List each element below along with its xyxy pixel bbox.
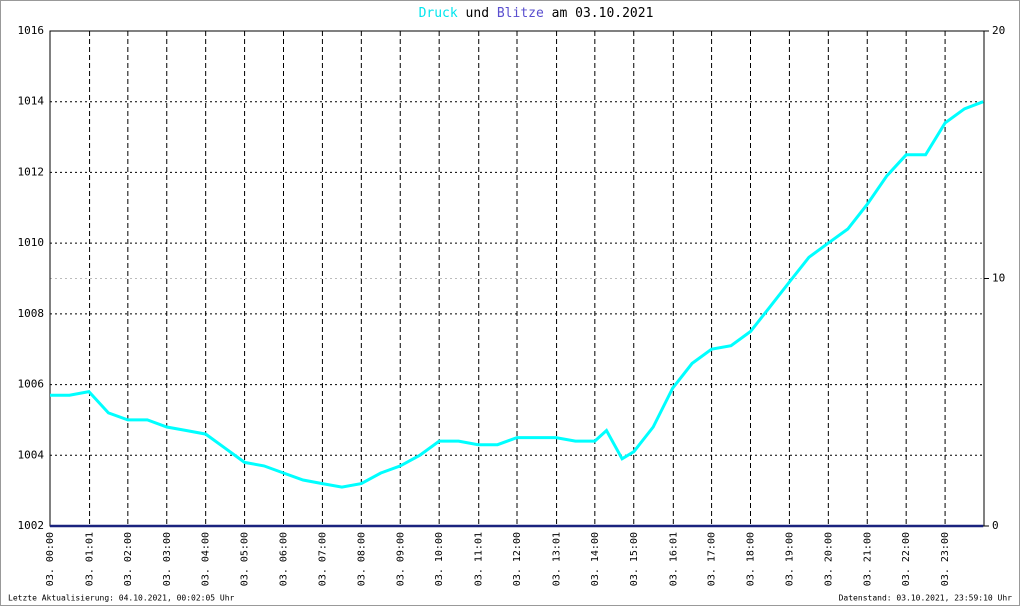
series-line (50, 100, 984, 489)
x-tick-label: 03. 17:00 (707, 532, 718, 586)
title-blitze: Blitze (497, 6, 544, 21)
footer-left: Letzte Aktualisierung: 04.10.2021, 00:02… (8, 594, 235, 603)
x-tick-label: 03. 07:00 (317, 532, 328, 586)
y-tick-label: 1014 (18, 95, 45, 108)
x-tick-label: 03. 12:00 (512, 532, 523, 586)
x-tick-label: 03. 18:00 (746, 532, 757, 586)
x-tick-label: 03. 21:00 (862, 532, 873, 586)
chart-title: Druck und Blitze am 03.10.2021 (419, 6, 654, 21)
x-tick-label: 03. 04:00 (201, 532, 212, 586)
y-tick-label: 1016 (18, 24, 45, 37)
x-tick-label: 03. 02:00 (123, 532, 134, 586)
x-tick-label: 03. 13:01 (552, 532, 563, 586)
y2-tick-label: 10 (992, 272, 1005, 285)
x-tick-label: 03. 20:00 (823, 532, 834, 586)
title-suffix: am 03.10.2021 (552, 6, 654, 21)
x-tick-label: 03. 01:01 (85, 532, 96, 586)
x-tick-label: 03. 14:00 (590, 532, 601, 586)
x-tick-label: 03. 15:00 (629, 532, 640, 586)
x-tick-label: 03. 00:00 (45, 532, 56, 586)
y2-tick-label: 0 (992, 519, 999, 532)
y-tick-label: 1004 (18, 448, 45, 461)
y2-tick-label: 20 (992, 24, 1005, 37)
x-tick-label: 03. 03:00 (162, 532, 173, 586)
x-tick-label: 03. 10:00 (434, 532, 445, 586)
y-tick-label: 1008 (18, 307, 45, 320)
x-tick-label: 03. 19:00 (784, 532, 795, 586)
x-tick-label: 03. 08:00 (356, 532, 367, 586)
y-tick-label: 1010 (18, 236, 45, 249)
y-tick-label: 1002 (18, 519, 45, 532)
y-tick-label: 1012 (18, 165, 45, 178)
x-tick-label: 03. 06:00 (279, 532, 290, 586)
title-connector: und (466, 6, 489, 21)
x-tick-label: 03. 16:01 (668, 532, 679, 586)
x-tick-label: 03. 11:01 (474, 532, 485, 586)
x-tick-label: 03. 05:00 (240, 532, 251, 586)
x-tick-label: 03. 23:00 (940, 532, 951, 586)
y-tick-label: 1006 (18, 378, 45, 391)
title-druck: Druck (419, 6, 458, 21)
footer-right: Datenstand: 03.10.2021, 23:59:10 Uhr (839, 594, 1013, 603)
x-tick-label: 03. 09:00 (395, 532, 406, 586)
x-tick-label: 03. 22:00 (901, 532, 912, 586)
